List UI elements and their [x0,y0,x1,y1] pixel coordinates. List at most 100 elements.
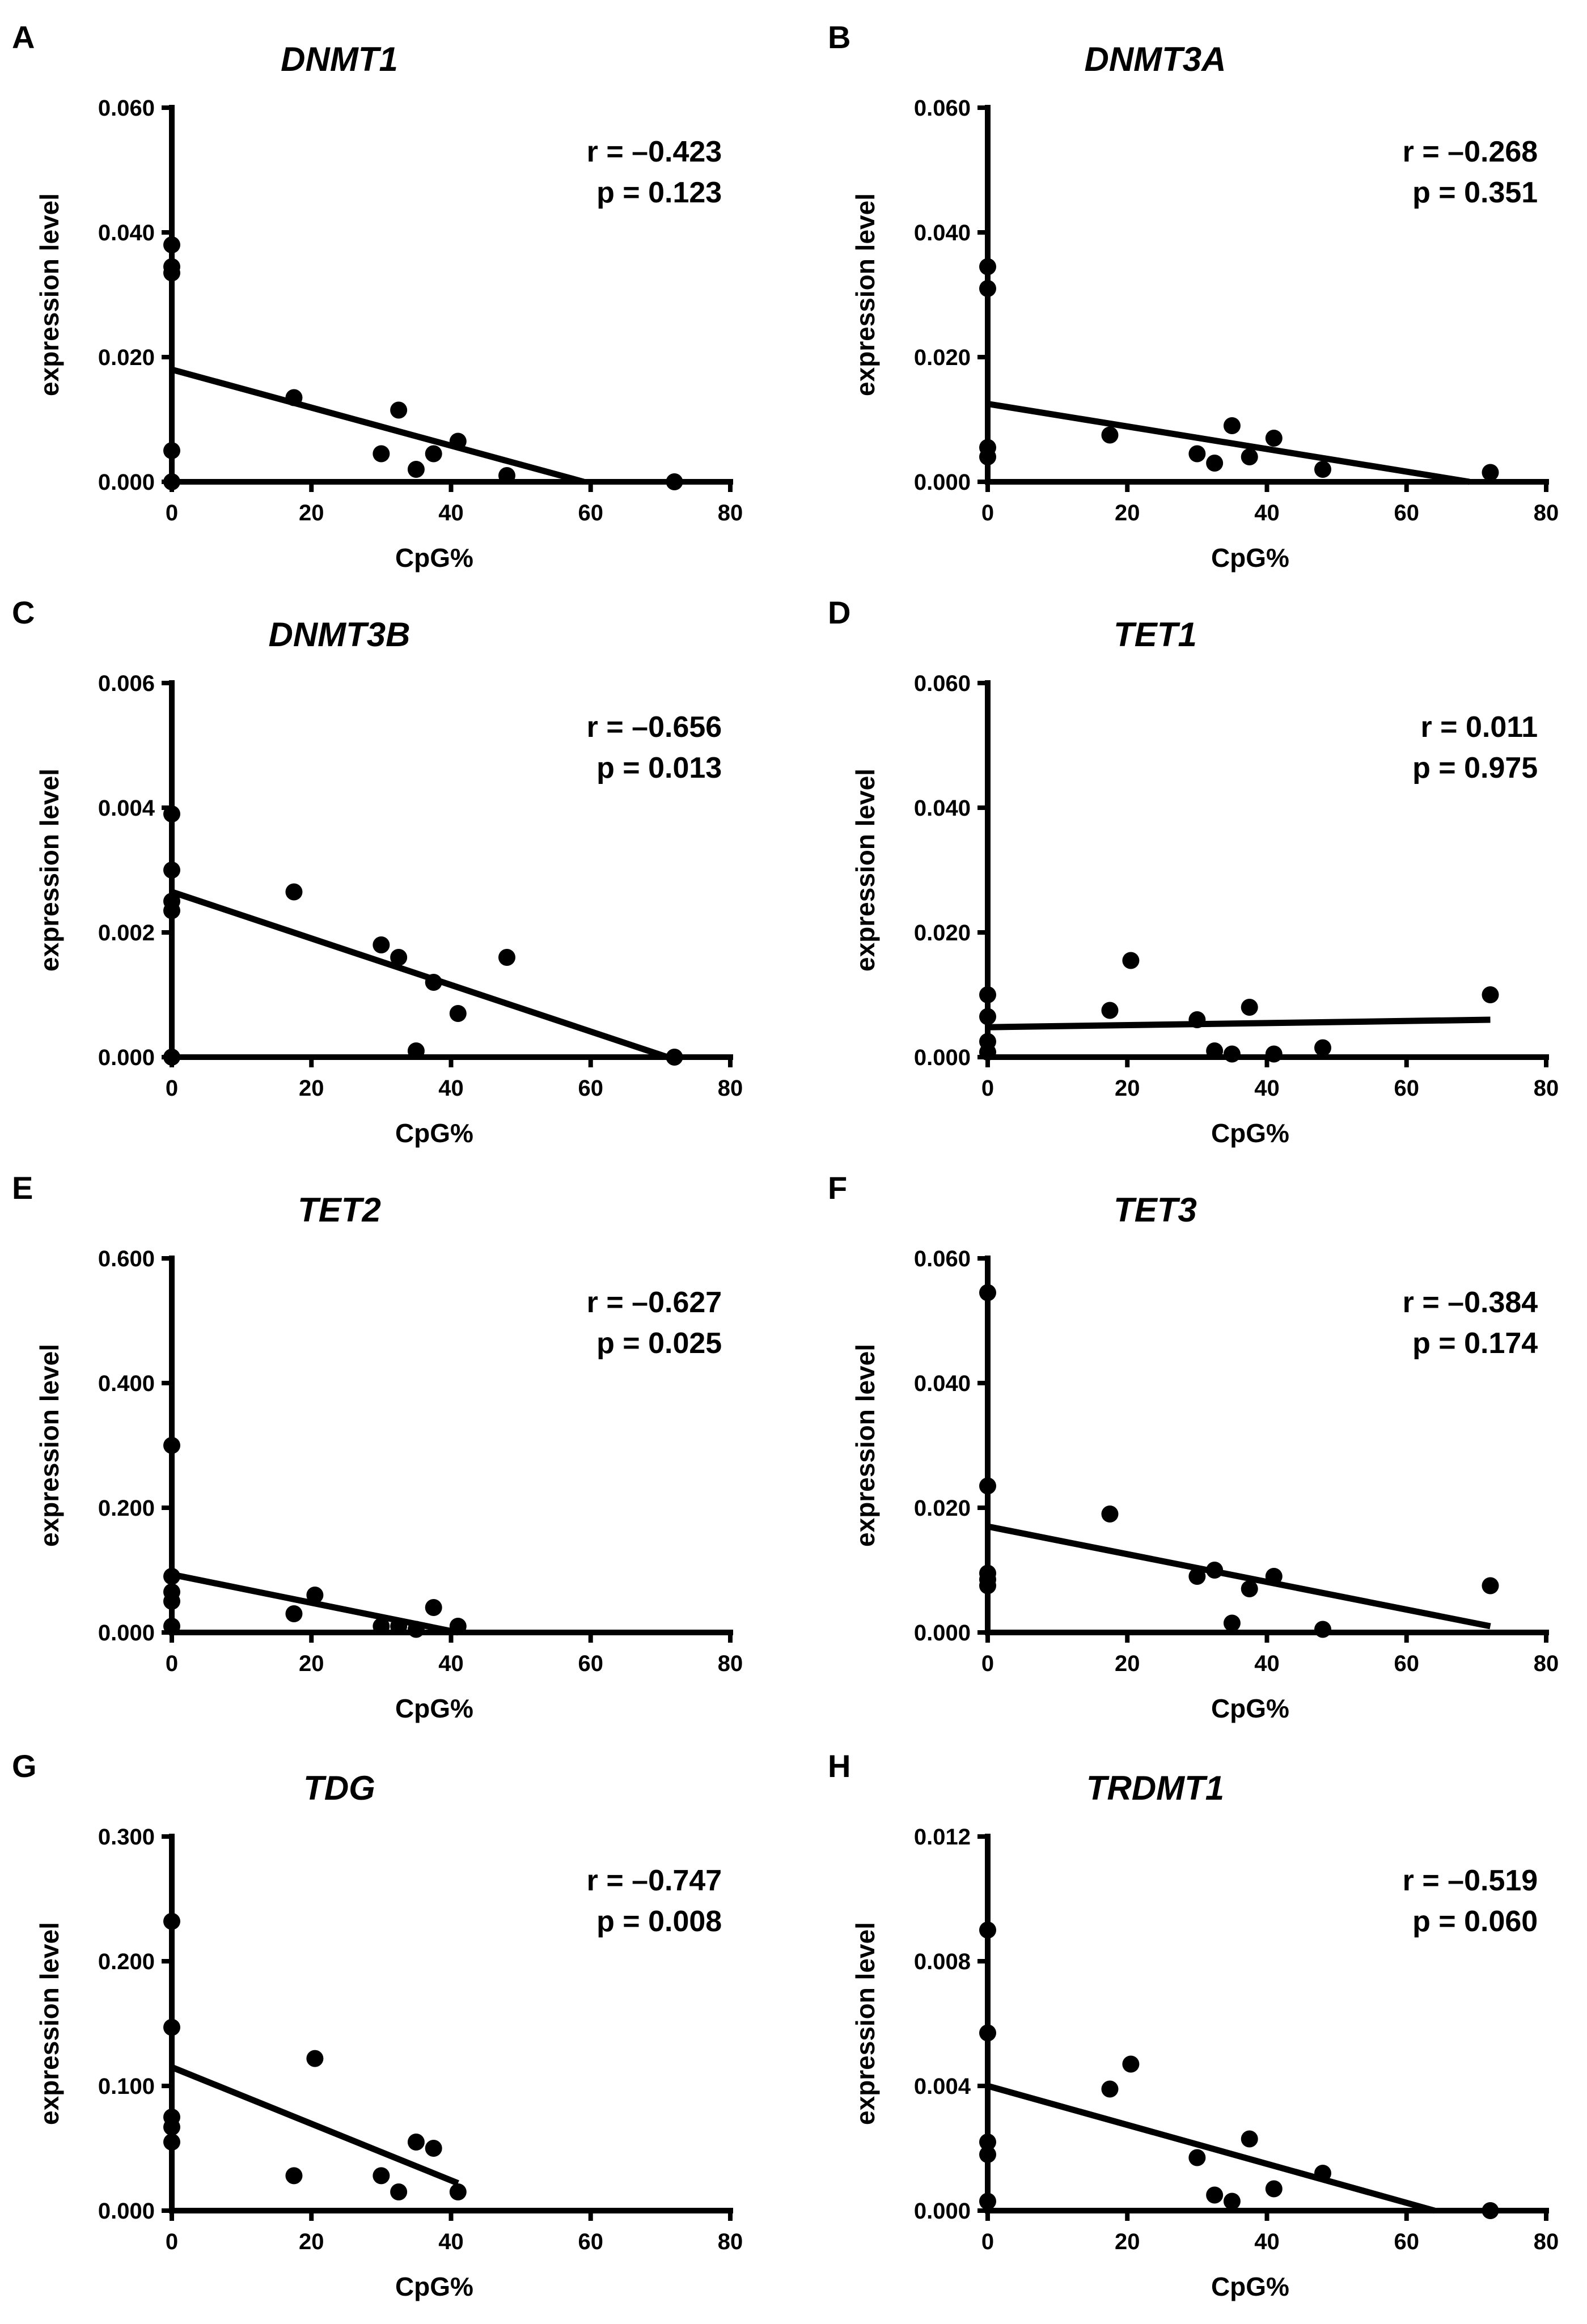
correlation-r-label: r = –0.656 [587,711,722,744]
y-tick-label: 0.600 [98,1246,155,1271]
scatter-point [390,401,408,419]
y-axis-label: expression level [35,1922,64,2125]
scatter-point [1206,1562,1224,1579]
scatter-point [285,883,303,901]
scatter-point [449,2183,467,2200]
scatter-point [373,936,390,953]
x-tick-label: 60 [578,1076,604,1101]
p-value-label: p = 0.060 [1412,1905,1538,1938]
scatter-point [425,2140,442,2157]
y-tick-label: 0.000 [98,470,155,495]
scatter-point [373,445,390,463]
scatter-point [163,236,180,253]
scatter-point [979,1477,996,1495]
scatter-point [1223,2192,1241,2210]
chart-panel-b: B DNMT3A 0.000 0.020 0.040 0.060 0 20 40 60 80 CpG%… [828,19,1559,572]
scatter-point [425,1599,442,1616]
chart-title: TDG [303,1769,375,1807]
scatter-point [163,1618,180,1635]
scatter-point [373,2167,390,2185]
correlation-r-label: r = –0.423 [587,135,722,168]
x-tick-label: 60 [1394,1076,1420,1101]
x-tick-label: 80 [1534,2229,1559,2254]
y-tick-label: 0.000 [914,2199,971,2224]
y-axis-label: expression level [850,769,880,972]
scatter-point [1188,1011,1206,1028]
scatter-point [163,1912,180,1930]
x-tick-label: 20 [299,1651,324,1676]
y-axis-label: expression level [850,1922,880,2125]
scatter-point [1482,464,1499,481]
scatter-point [1241,999,1258,1016]
x-tick-label: 80 [1534,501,1559,525]
x-axis-label: CpG% [1211,543,1289,572]
x-axis-label: CpG% [395,1694,473,1723]
y-tick-label: 0.000 [98,1045,155,1070]
y-tick-label: 0.004 [98,796,155,821]
regression-line [987,401,1470,485]
x-tick-label: 0 [981,501,994,525]
x-tick-label: 20 [1115,1651,1140,1676]
regression-line [170,2064,459,2186]
y-tick-label: 0.060 [914,671,971,696]
correlation-r-label: r = –0.627 [587,1286,722,1319]
scatter-point [1188,2149,1206,2166]
scatter-point [1241,448,1258,465]
x-axis-label: CpG% [1211,1694,1289,1723]
scatter-point [979,2134,996,2151]
panel-letter: G [12,1748,37,1784]
regression-line [171,366,585,485]
correlation-r-label: r = –0.384 [1403,1286,1538,1319]
scatter-point [1482,2202,1499,2219]
x-axis-label: CpG% [395,543,473,572]
x-tick-label: 20 [1115,2229,1140,2254]
y-tick-label: 0.200 [98,1949,155,1974]
x-tick-label: 80 [1534,1651,1559,1676]
x-tick-label: 60 [1394,2229,1420,2254]
scatter-point [449,432,467,450]
scatter-point [1206,1042,1224,1059]
scatter-point [1482,986,1499,1003]
scatter-point [1223,1614,1241,1632]
scatter-point [1206,455,1224,472]
y-tick-label: 0.008 [914,1949,971,1974]
scatter-point [1314,2165,1331,2182]
p-value-label: p = 0.174 [1412,1327,1538,1360]
scatter-point [163,2134,180,2151]
y-axis-label: expression level [35,1344,64,1547]
x-tick-label: 0 [166,2229,178,2254]
scatter-point [1206,2186,1224,2204]
p-value-label: p = 0.025 [596,1327,722,1360]
y-tick-label: 0.040 [914,1371,971,1396]
y-tick-label: 0.060 [914,1246,971,1271]
x-tick-label: 40 [1254,1076,1280,1101]
x-tick-label: 60 [578,2229,604,2254]
p-value-label: p = 0.123 [596,176,722,209]
x-axis-label: CpG% [1211,1118,1289,1148]
p-value-label: p = 0.975 [1412,752,1538,784]
scatter-point [1241,1580,1258,1597]
p-value-label: p = 0.008 [596,1905,722,1938]
scatter-point [407,1621,425,1638]
y-tick-label: 0.100 [98,2074,155,2099]
scatter-point [1101,1505,1119,1523]
scatter-point [979,2192,996,2210]
x-tick-label: 0 [166,501,178,525]
x-tick-label: 20 [299,2229,324,2254]
scatter-point [163,1568,180,1585]
scatter-point [390,1618,408,1635]
scatter-point [1122,2055,1140,2073]
scatter-point [498,467,515,484]
x-tick-label: 20 [299,1076,324,1101]
scatter-point [285,2167,303,2185]
scatter-point [163,1437,180,1454]
scatter-point [979,2024,996,2042]
scatter-point [285,389,303,406]
scatter-point [449,1005,467,1022]
x-axis-label: CpG% [1211,2272,1289,2301]
regression-line [987,1016,1491,1030]
x-tick-label: 80 [718,501,743,525]
x-tick-label: 0 [981,1076,994,1101]
x-tick-label: 0 [166,1076,178,1101]
